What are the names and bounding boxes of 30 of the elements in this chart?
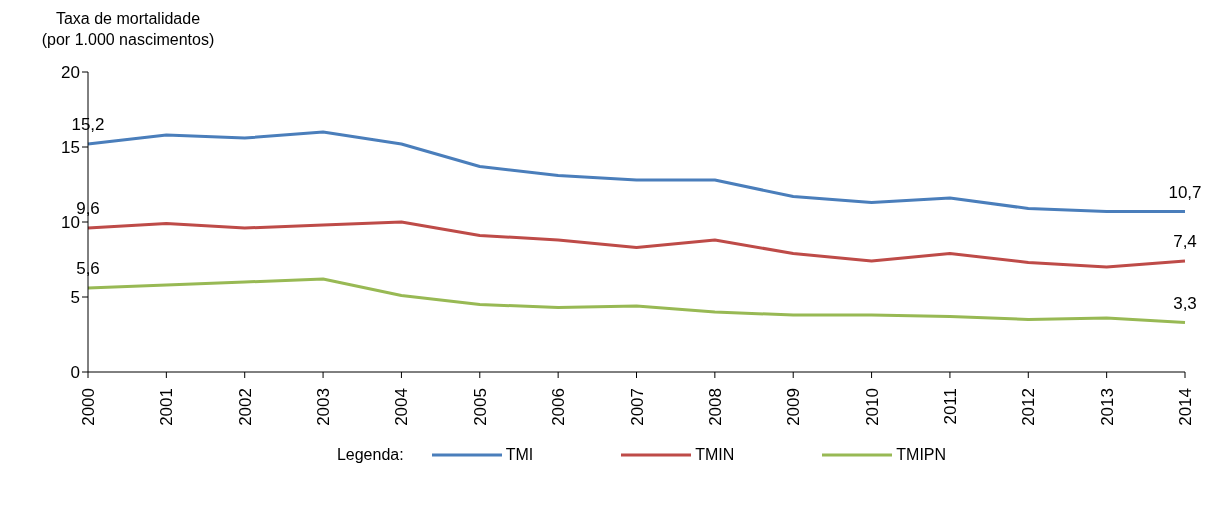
y-tick-label: 0: [70, 363, 80, 383]
x-tick-label: 2007: [627, 388, 647, 426]
x-tick-label: 2009: [784, 388, 804, 426]
x-tick-label: 2003: [314, 388, 334, 426]
x-tick-label: 2014: [1176, 388, 1195, 426]
data-label: 15,2: [71, 115, 105, 134]
legend-label: TMI: [504, 446, 534, 464]
x-tick-label: 2012: [1019, 388, 1039, 426]
data-label: 10,7: [1168, 182, 1202, 202]
y-tick-label: 20: [61, 63, 80, 83]
x-tick-label: 2010: [862, 388, 882, 426]
data-label: 3,3: [1173, 293, 1197, 313]
x-tick-label: 2002: [235, 388, 255, 426]
x-tick-label: 2001: [157, 388, 177, 426]
x-tick-label: 2000: [79, 388, 98, 426]
legend-label: TMIN: [694, 446, 735, 464]
x-tick-label: 2008: [705, 388, 725, 426]
x-tick-label: 2006: [549, 388, 569, 426]
y-tick-label: 5: [70, 288, 80, 308]
y-axis-title: Taxa de mortalidade (por 1.000 nascimentos): [40, 9, 216, 50]
data-label: 5,6: [76, 259, 100, 278]
x-tick-label: 2011: [940, 388, 960, 425]
legend-title: Legenda:: [336, 446, 404, 464]
y-tick-label: 15: [61, 138, 80, 158]
x-tick-label: 2004: [392, 388, 412, 426]
x-tick-label: 2005: [470, 388, 490, 426]
y-tick-label: 10: [61, 213, 80, 233]
data-label: 7,4: [1173, 232, 1197, 251]
x-tick-label: 2013: [1097, 388, 1117, 426]
legend-label: TMIPN: [895, 446, 947, 464]
